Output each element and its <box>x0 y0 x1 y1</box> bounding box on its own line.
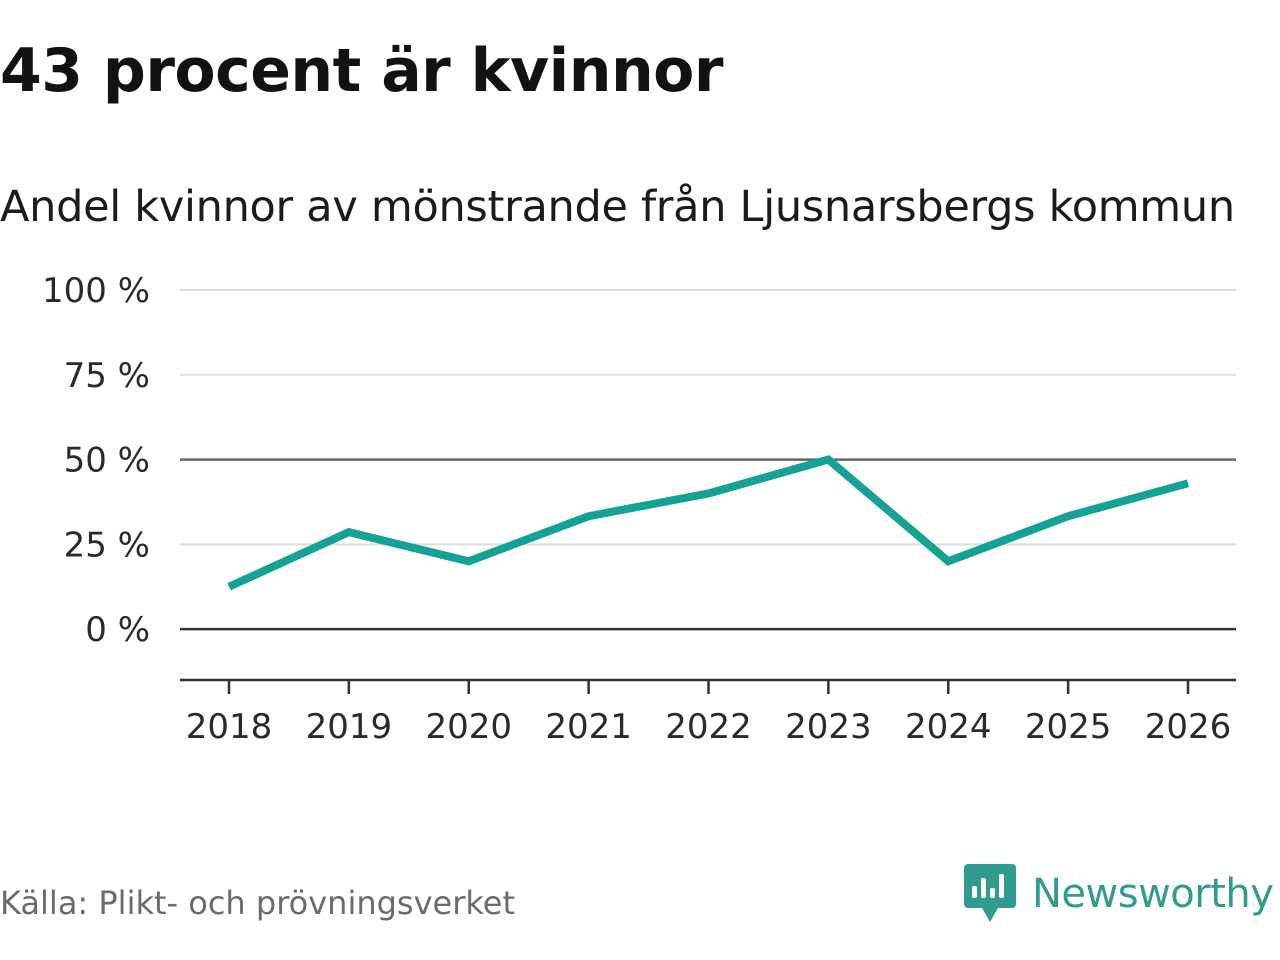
y-tick-label: 0 % <box>85 610 150 650</box>
data-point <box>947 560 949 562</box>
x-tick-label: 2021 <box>545 707 632 747</box>
brand-logo: Newsworthy <box>964 864 1274 924</box>
x-tick-label: 2022 <box>665 707 752 747</box>
x-tick-label: 2025 <box>1025 707 1112 747</box>
x-tick-label: 2020 <box>425 707 512 747</box>
data-point <box>1187 482 1189 484</box>
chart-subtitle: Andel kvinnor av mönstrande från Ljusnar… <box>0 182 1235 232</box>
chart-title: 43 procent är kvinnor <box>0 36 723 106</box>
y-tick-label: 25 % <box>64 525 150 565</box>
data-point <box>348 531 350 533</box>
y-tick-label: 100 % <box>42 271 150 311</box>
data-point <box>228 586 230 588</box>
data-point <box>588 515 590 517</box>
x-tick-label: 2023 <box>785 707 872 747</box>
y-tick-label: 50 % <box>64 441 150 481</box>
brand-name: Newsworthy <box>1032 871 1274 917</box>
x-tick-label: 2018 <box>186 707 273 747</box>
data-point <box>827 459 829 461</box>
x-tick-label: 2019 <box>306 707 393 747</box>
data-point <box>1067 515 1069 517</box>
source-note: Källa: Plikt- och prövningsverket <box>0 884 515 922</box>
x-tick-label: 2026 <box>1145 707 1232 747</box>
series-line <box>227 455 1190 591</box>
data-point <box>468 560 470 562</box>
y-tick-label: 75 % <box>64 356 150 396</box>
x-tick-label: 2024 <box>905 707 992 747</box>
newsworthy-logo-icon <box>964 864 1016 922</box>
data-point <box>708 492 709 494</box>
